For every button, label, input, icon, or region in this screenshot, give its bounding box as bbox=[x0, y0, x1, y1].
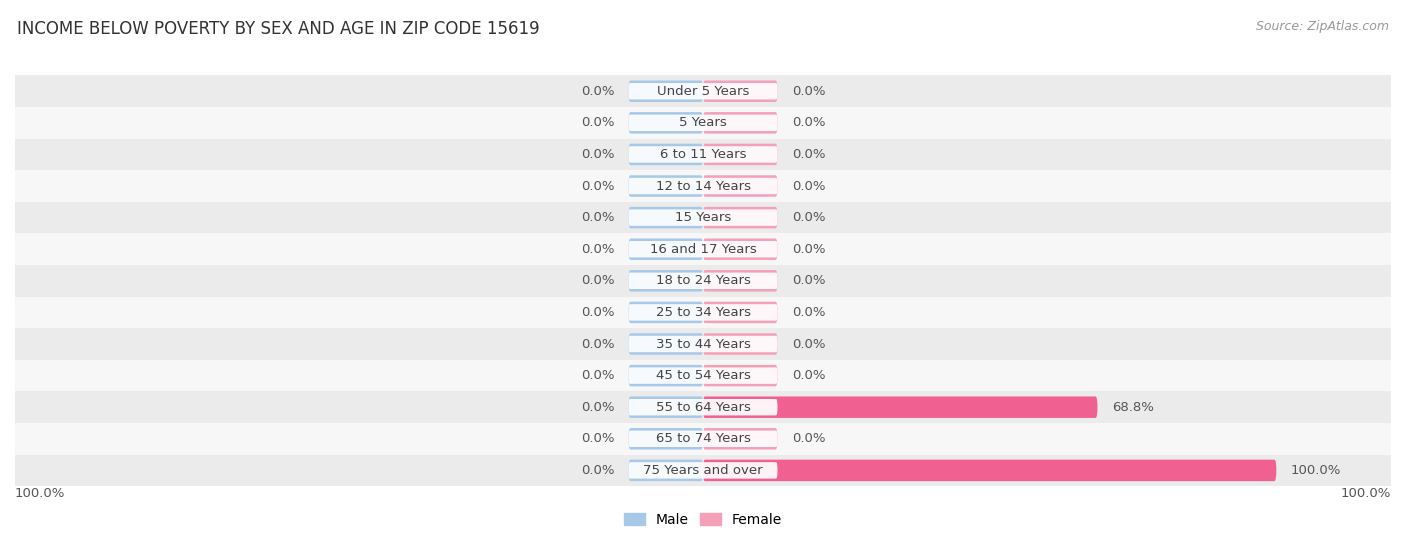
FancyBboxPatch shape bbox=[703, 80, 778, 102]
Text: 12 to 14 Years: 12 to 14 Years bbox=[655, 180, 751, 193]
Text: 0.0%: 0.0% bbox=[581, 338, 614, 350]
Bar bbox=[15, 360, 1391, 391]
FancyBboxPatch shape bbox=[628, 209, 778, 226]
Legend: Male, Female: Male, Female bbox=[624, 513, 782, 527]
Text: 0.0%: 0.0% bbox=[581, 432, 614, 445]
FancyBboxPatch shape bbox=[703, 238, 778, 260]
FancyBboxPatch shape bbox=[703, 144, 778, 165]
FancyBboxPatch shape bbox=[628, 178, 778, 194]
Text: 0.0%: 0.0% bbox=[792, 85, 825, 98]
Text: 0.0%: 0.0% bbox=[581, 401, 614, 413]
FancyBboxPatch shape bbox=[703, 428, 778, 450]
Bar bbox=[15, 265, 1391, 297]
FancyBboxPatch shape bbox=[628, 365, 703, 386]
FancyBboxPatch shape bbox=[628, 396, 703, 418]
Text: 0.0%: 0.0% bbox=[792, 275, 825, 287]
Text: 5 Years: 5 Years bbox=[679, 116, 727, 129]
Bar bbox=[15, 107, 1391, 138]
Text: 0.0%: 0.0% bbox=[792, 116, 825, 129]
Text: 35 to 44 Years: 35 to 44 Years bbox=[655, 338, 751, 350]
Text: 75 Years and over: 75 Years and over bbox=[643, 464, 763, 477]
Text: 25 to 34 Years: 25 to 34 Years bbox=[655, 306, 751, 319]
FancyBboxPatch shape bbox=[628, 80, 703, 102]
FancyBboxPatch shape bbox=[703, 365, 778, 386]
Text: 0.0%: 0.0% bbox=[581, 211, 614, 224]
Text: 0.0%: 0.0% bbox=[581, 148, 614, 161]
Text: 45 to 54 Years: 45 to 54 Years bbox=[655, 369, 751, 382]
Text: 100.0%: 100.0% bbox=[1291, 464, 1341, 477]
Text: 65 to 74 Years: 65 to 74 Years bbox=[655, 432, 751, 445]
FancyBboxPatch shape bbox=[703, 175, 778, 197]
FancyBboxPatch shape bbox=[628, 83, 778, 99]
FancyBboxPatch shape bbox=[628, 462, 778, 479]
Bar bbox=[15, 423, 1391, 455]
Text: 18 to 24 Years: 18 to 24 Years bbox=[655, 275, 751, 287]
FancyBboxPatch shape bbox=[628, 431, 778, 447]
Bar bbox=[15, 391, 1391, 423]
Bar bbox=[15, 202, 1391, 233]
Bar bbox=[15, 170, 1391, 202]
FancyBboxPatch shape bbox=[628, 270, 703, 292]
Text: 0.0%: 0.0% bbox=[581, 85, 614, 98]
FancyBboxPatch shape bbox=[628, 146, 778, 162]
Text: 0.0%: 0.0% bbox=[792, 211, 825, 224]
FancyBboxPatch shape bbox=[628, 304, 778, 321]
Bar bbox=[15, 297, 1391, 328]
FancyBboxPatch shape bbox=[703, 112, 778, 133]
Text: 68.8%: 68.8% bbox=[1112, 401, 1154, 413]
FancyBboxPatch shape bbox=[628, 302, 703, 323]
FancyBboxPatch shape bbox=[628, 460, 703, 481]
Text: 0.0%: 0.0% bbox=[792, 243, 825, 256]
Text: Under 5 Years: Under 5 Years bbox=[657, 85, 749, 98]
FancyBboxPatch shape bbox=[628, 207, 703, 228]
Bar bbox=[15, 455, 1391, 486]
Text: 55 to 64 Years: 55 to 64 Years bbox=[655, 401, 751, 413]
FancyBboxPatch shape bbox=[628, 333, 703, 355]
Bar bbox=[15, 138, 1391, 170]
Text: INCOME BELOW POVERTY BY SEX AND AGE IN ZIP CODE 15619: INCOME BELOW POVERTY BY SEX AND AGE IN Z… bbox=[17, 20, 540, 37]
Text: 0.0%: 0.0% bbox=[792, 180, 825, 193]
Bar bbox=[15, 75, 1391, 107]
Text: 0.0%: 0.0% bbox=[581, 116, 614, 129]
Text: 0.0%: 0.0% bbox=[792, 432, 825, 445]
FancyBboxPatch shape bbox=[703, 396, 1098, 418]
Text: 0.0%: 0.0% bbox=[792, 148, 825, 161]
Text: 100.0%: 100.0% bbox=[1341, 487, 1391, 499]
FancyBboxPatch shape bbox=[628, 144, 703, 165]
Text: 0.0%: 0.0% bbox=[581, 275, 614, 287]
Text: 16 and 17 Years: 16 and 17 Years bbox=[650, 243, 756, 256]
FancyBboxPatch shape bbox=[628, 175, 703, 197]
FancyBboxPatch shape bbox=[628, 112, 703, 133]
Bar bbox=[15, 233, 1391, 265]
FancyBboxPatch shape bbox=[628, 114, 778, 131]
FancyBboxPatch shape bbox=[703, 207, 778, 228]
FancyBboxPatch shape bbox=[628, 238, 703, 260]
Text: 0.0%: 0.0% bbox=[581, 306, 614, 319]
Text: 100.0%: 100.0% bbox=[15, 487, 65, 499]
Text: 0.0%: 0.0% bbox=[792, 369, 825, 382]
FancyBboxPatch shape bbox=[628, 428, 703, 450]
Text: 0.0%: 0.0% bbox=[581, 243, 614, 256]
Text: 15 Years: 15 Years bbox=[675, 211, 731, 224]
FancyBboxPatch shape bbox=[628, 273, 778, 289]
Text: 0.0%: 0.0% bbox=[581, 464, 614, 477]
FancyBboxPatch shape bbox=[628, 336, 778, 352]
Text: 0.0%: 0.0% bbox=[792, 306, 825, 319]
Text: 6 to 11 Years: 6 to 11 Years bbox=[659, 148, 747, 161]
FancyBboxPatch shape bbox=[703, 270, 778, 292]
Text: 0.0%: 0.0% bbox=[581, 369, 614, 382]
Bar bbox=[15, 328, 1391, 360]
FancyBboxPatch shape bbox=[703, 333, 778, 355]
Text: 0.0%: 0.0% bbox=[581, 180, 614, 193]
FancyBboxPatch shape bbox=[628, 399, 778, 415]
FancyBboxPatch shape bbox=[628, 241, 778, 257]
FancyBboxPatch shape bbox=[703, 460, 1277, 481]
Text: Source: ZipAtlas.com: Source: ZipAtlas.com bbox=[1256, 20, 1389, 32]
Text: 0.0%: 0.0% bbox=[792, 338, 825, 350]
FancyBboxPatch shape bbox=[628, 367, 778, 384]
FancyBboxPatch shape bbox=[703, 302, 778, 323]
